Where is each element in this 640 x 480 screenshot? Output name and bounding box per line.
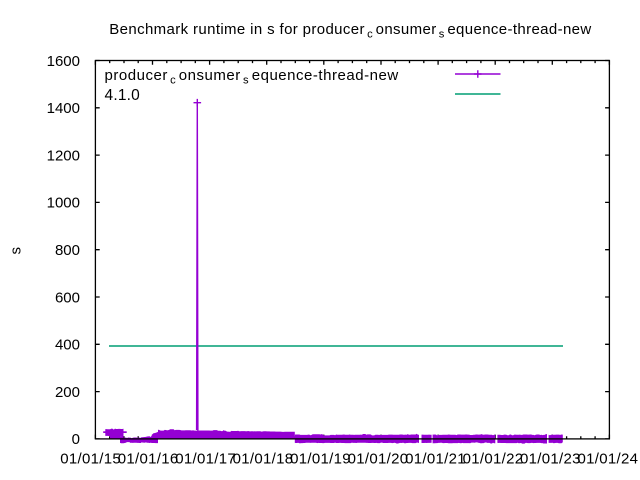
svg-text:600: 600 [55,289,80,306]
svg-text:200: 200 [55,384,80,401]
svg-text:1400: 1400 [47,100,80,117]
svg-text:01/01/19: 01/01/19 [290,451,351,468]
svg-text:01/01/21: 01/01/21 [405,451,466,468]
svg-text:01/01/18: 01/01/18 [233,451,294,468]
svg-text:1600: 1600 [47,53,80,70]
svg-text:400: 400 [55,337,80,354]
svg-text:01/01/23: 01/01/23 [520,451,581,468]
svg-text:Benchmark runtime in s for pro: Benchmark runtime in s for producer c onsu… [109,21,591,41]
svg-text:01/01/15: 01/01/15 [60,451,121,468]
svg-text:s: s [8,247,25,255]
svg-text:1200: 1200 [47,147,80,164]
svg-text:01/01/16: 01/01/16 [118,451,179,468]
svg-text:4.1.0: 4.1.0 [105,87,141,104]
svg-text:0: 0 [72,431,80,448]
svg-text:01/01/17: 01/01/17 [175,451,236,468]
svg-text:01/01/22: 01/01/22 [463,451,524,468]
svg-text:800: 800 [55,242,80,259]
svg-text:1000: 1000 [47,195,80,212]
svg-text:01/01/20: 01/01/20 [348,451,409,468]
svg-text:01/01/24: 01/01/24 [578,451,639,468]
